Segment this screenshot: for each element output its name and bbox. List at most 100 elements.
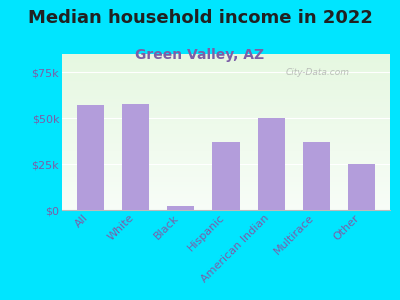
Bar (62, 101, 390, 102)
Bar (62, 202, 390, 204)
Bar (62, 77, 390, 79)
Text: City-Data.com: City-Data.com (286, 68, 350, 77)
Bar (62, 76, 390, 77)
Bar (62, 109, 390, 110)
Bar (62, 126, 390, 127)
Bar (62, 115, 390, 116)
Bar (62, 132, 390, 134)
Bar (62, 149, 390, 151)
Bar (62, 99, 390, 101)
Bar (62, 179, 390, 180)
Bar (62, 166, 390, 168)
Bar (62, 155, 390, 157)
Bar (62, 158, 390, 160)
Bar (62, 116, 390, 118)
Bar (62, 197, 390, 199)
Bar (62, 119, 390, 121)
Bar (62, 171, 390, 172)
Bar (62, 102, 390, 104)
Bar (62, 110, 390, 112)
Bar (62, 143, 390, 145)
Bar (62, 56, 390, 57)
Text: Median household income in 2022: Median household income in 2022 (28, 9, 372, 27)
Bar (167, 206, 194, 210)
Bar (62, 84, 390, 85)
Bar (62, 71, 390, 73)
Bar (62, 182, 390, 184)
Bar (62, 145, 390, 146)
Bar (62, 204, 390, 205)
Bar (62, 113, 390, 115)
Bar (62, 129, 390, 130)
Bar (62, 137, 390, 138)
Bar (62, 201, 390, 202)
Bar (212, 142, 240, 210)
Bar (62, 62, 390, 63)
Bar (62, 127, 390, 129)
Bar (62, 205, 390, 207)
Bar (62, 87, 390, 88)
Bar (62, 60, 390, 62)
Bar (62, 151, 390, 152)
Bar (62, 82, 390, 84)
Bar (62, 208, 390, 210)
Bar (62, 107, 390, 109)
Bar (303, 142, 330, 210)
Bar (62, 67, 390, 68)
Bar (62, 188, 390, 190)
Bar (62, 63, 390, 65)
Bar (62, 134, 390, 135)
Bar (62, 196, 390, 197)
Bar (62, 57, 390, 59)
Bar (62, 152, 390, 154)
Bar (62, 138, 390, 140)
Bar (62, 194, 390, 196)
Bar (62, 90, 390, 92)
Bar (62, 154, 390, 155)
Bar (62, 68, 390, 70)
Bar (348, 164, 375, 210)
Bar (62, 93, 390, 94)
Bar (62, 185, 390, 187)
Bar (62, 92, 390, 93)
Bar (62, 98, 390, 99)
Bar (62, 180, 390, 182)
Bar (62, 187, 390, 188)
Bar (62, 118, 390, 119)
Bar (62, 59, 390, 60)
Bar (62, 65, 390, 67)
Bar (62, 177, 390, 179)
Bar (62, 160, 390, 162)
Bar (62, 88, 390, 90)
Bar (62, 79, 390, 80)
Bar (62, 165, 390, 166)
Bar (62, 176, 390, 177)
Bar (62, 74, 390, 76)
Bar (62, 73, 390, 74)
Bar (62, 184, 390, 185)
Bar (62, 163, 390, 165)
Bar (62, 96, 390, 98)
Bar (62, 193, 390, 194)
Bar (62, 172, 390, 174)
Bar (62, 80, 390, 82)
Bar (62, 169, 390, 171)
Bar (62, 121, 390, 123)
Bar (62, 106, 390, 107)
Bar (62, 141, 390, 143)
Bar (62, 130, 390, 132)
Bar (62, 190, 390, 191)
Bar (258, 118, 285, 210)
Bar (62, 135, 390, 137)
Bar (62, 70, 390, 71)
Bar (62, 104, 390, 106)
Bar (62, 54, 390, 56)
Bar (62, 140, 390, 141)
Bar (62, 157, 390, 158)
Bar (77, 105, 104, 210)
Bar (62, 146, 390, 148)
Bar (62, 168, 390, 170)
Bar (62, 199, 390, 201)
Bar (122, 103, 149, 210)
Bar (62, 207, 390, 208)
